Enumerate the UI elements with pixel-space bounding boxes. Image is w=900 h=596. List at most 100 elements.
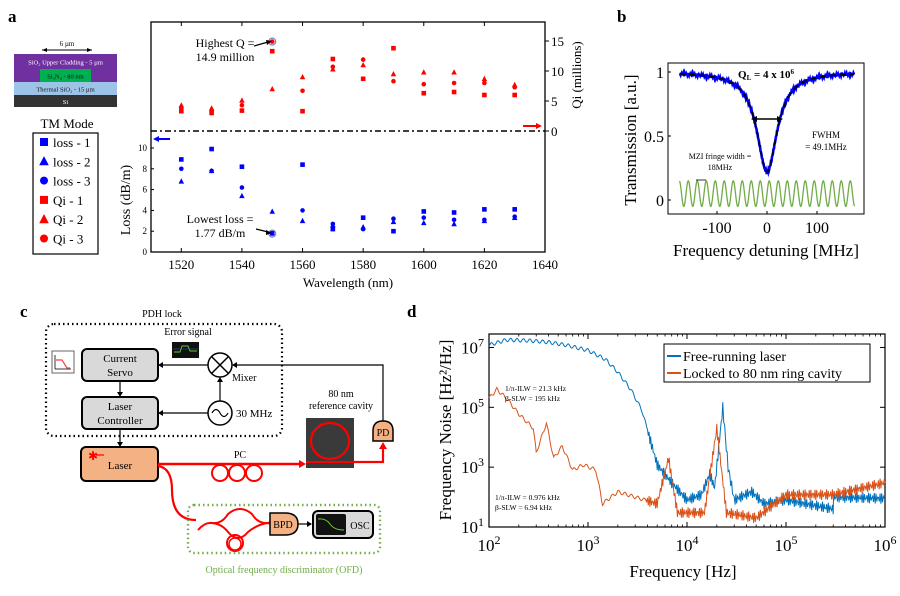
oscillator-to-controller-arrowhead xyxy=(158,410,163,416)
loss-triangle-point xyxy=(390,218,397,225)
legend-marker-loss-2 xyxy=(39,156,49,166)
loss-circle-point xyxy=(269,231,275,236)
pdh-lock-label: PDH lock xyxy=(142,309,182,320)
x-tick-label: 1520 xyxy=(168,257,194,272)
polarization-controller-loop-3 xyxy=(245,464,263,482)
qi-circle-point xyxy=(209,108,214,114)
qi-axis-arrow-head xyxy=(536,123,542,129)
qi-square-point xyxy=(300,108,305,114)
x-tick-label: -100 xyxy=(702,220,731,237)
fwhm-annotation-line1: FWHM xyxy=(812,130,840,140)
fwhm-arrow-head-right xyxy=(777,116,783,122)
loss-square-point xyxy=(179,157,184,162)
laser-star-icon: ✱ xyxy=(88,449,98,463)
loss-square-point xyxy=(209,146,214,152)
oscilloscope-screen xyxy=(316,514,346,535)
servo-to-controller-arrowhead xyxy=(117,392,123,397)
panel-label-d: d xyxy=(407,302,417,321)
lowest-loss-annotation-line1: Lowest loss = xyxy=(187,212,254,226)
oscillator-sine-glyph xyxy=(211,408,229,418)
y-tick-label: 101 xyxy=(461,515,484,537)
loss-square-point xyxy=(330,226,336,232)
loss-circle-point xyxy=(300,208,305,213)
plot-d-xlabel: Frequency [Hz] xyxy=(629,562,736,581)
qi-triangle-point xyxy=(360,62,366,68)
width-arrow-head-right xyxy=(87,48,92,52)
panel-b: b -100 0 100 0 0.5 1 QL = 4 x 106 FWHM = 49.1… xyxy=(617,7,865,260)
qi-square-point xyxy=(179,108,184,114)
error-signal-trace xyxy=(174,345,197,353)
fiber-cavity-to-pd xyxy=(354,446,385,464)
polarization-controller-loop-2 xyxy=(228,464,246,482)
filter-icon-curve xyxy=(56,359,70,369)
legend-label: loss - 1 xyxy=(53,135,91,150)
loss-triangle-point xyxy=(451,220,457,227)
waveguide-stack-diagram: 6 µm SiO₂ Upper Cladding - 5 µm Si₃N₄ - … xyxy=(14,40,117,107)
loss-y-tick-label: 4 xyxy=(143,205,148,215)
pc-label: PC xyxy=(234,450,247,461)
qi-triangle-point xyxy=(299,74,306,80)
loss-circle-point xyxy=(391,216,396,222)
loss-y-tick-label: 6 xyxy=(143,185,148,195)
y-tick-label: 1 xyxy=(656,65,664,82)
legend-label: loss - 3 xyxy=(53,174,91,189)
loss-circle-point xyxy=(360,226,366,232)
fiber-to-pd-arrowhead xyxy=(379,442,387,449)
plot-a-xlabel: Wavelength (nm) xyxy=(303,275,393,290)
pd-to-mixer-arrowhead xyxy=(232,362,237,368)
legend-marker-loss-1 xyxy=(40,138,48,146)
qi-circle-point xyxy=(512,84,517,90)
legend-marker-qi-2 xyxy=(39,214,49,224)
highest-q-pointer xyxy=(253,41,269,47)
photodetector-block xyxy=(372,420,394,442)
mzi-annotation-line1: MZI fringe width = xyxy=(689,152,752,161)
y-tick-label: 0 xyxy=(656,193,664,210)
y-tick-label: 0.5 xyxy=(644,129,664,146)
plot-a-ylabel-left: Loss (dB/m) xyxy=(119,164,134,235)
controller-to-laser-arrowhead xyxy=(117,442,123,447)
qi-triangle-point xyxy=(390,71,397,77)
qi-square-point xyxy=(391,45,396,51)
legend-a: loss - 1 loss - 2 loss - 3 Qi - 1 Qi - 2 Qi -… xyxy=(39,135,91,247)
loss-square-point xyxy=(451,210,457,215)
cavity-label-1: 80 nm xyxy=(328,389,354,400)
y-tick-label: 105 xyxy=(461,395,484,417)
x-tick-label: 1620 xyxy=(471,257,497,272)
layer-upper-cladding xyxy=(14,54,117,69)
lowest-loss-pointer-head xyxy=(266,230,272,235)
x-tick-label: 104 xyxy=(676,533,699,555)
plot-b-xlabel: Frequency detuning [MHz] xyxy=(673,241,859,260)
cavity-label-2: reference cavity xyxy=(309,401,373,412)
layer-thermal-oxide xyxy=(14,82,117,95)
x-tick-label: 100 xyxy=(805,220,829,237)
legend-title: TM Mode xyxy=(40,116,93,131)
qi-circle-point xyxy=(300,88,305,94)
layer-silicon xyxy=(14,95,117,107)
oscilloscope-trace xyxy=(317,518,345,531)
plot-d-ylabel: Frequency Noise [Hz²/Hz] xyxy=(436,340,455,521)
x-tick-label: 1540 xyxy=(229,257,255,272)
legend-label: Qi - 1 xyxy=(53,193,83,208)
x-tick-label: 106 xyxy=(874,533,897,555)
qi-triangle-point xyxy=(239,97,245,103)
oscillator-label: 30 MHz xyxy=(236,408,272,420)
laser-controller-label-2: Controller xyxy=(97,415,143,427)
legend-label: loss - 2 xyxy=(53,154,91,169)
x-tick-label: 102 xyxy=(478,533,501,555)
panel-a: a 6 µm SiO₂ Upper Cladding - 5 µm Si₃N₄ … xyxy=(8,7,584,290)
plot-b-ylabel: Transmission [a.u.] xyxy=(621,74,640,205)
osc-label: OSC xyxy=(350,521,370,532)
free-running-linewidth-line1: 1/π-ILW = 21.3 kHz xyxy=(505,384,567,393)
plot-d-legend xyxy=(663,343,871,383)
loss-circle-point xyxy=(482,217,487,223)
layer-silicon-label: Si xyxy=(63,99,69,106)
y-tick-label: 103 xyxy=(461,455,484,477)
lowest-loss-annotation-line2: 1.77 dB/m xyxy=(195,226,246,240)
loss-circle-point xyxy=(330,221,336,227)
qi-circle-point xyxy=(482,80,487,86)
layer-upper-cladding-label: SiO₂ Upper Cladding - 5 µm xyxy=(28,60,103,67)
legend-label: Qi - 2 xyxy=(53,212,83,227)
plot-a-frame xyxy=(150,21,546,253)
panel-label-b: b xyxy=(617,7,626,26)
laser-controller-label-1: Laser xyxy=(108,401,133,413)
